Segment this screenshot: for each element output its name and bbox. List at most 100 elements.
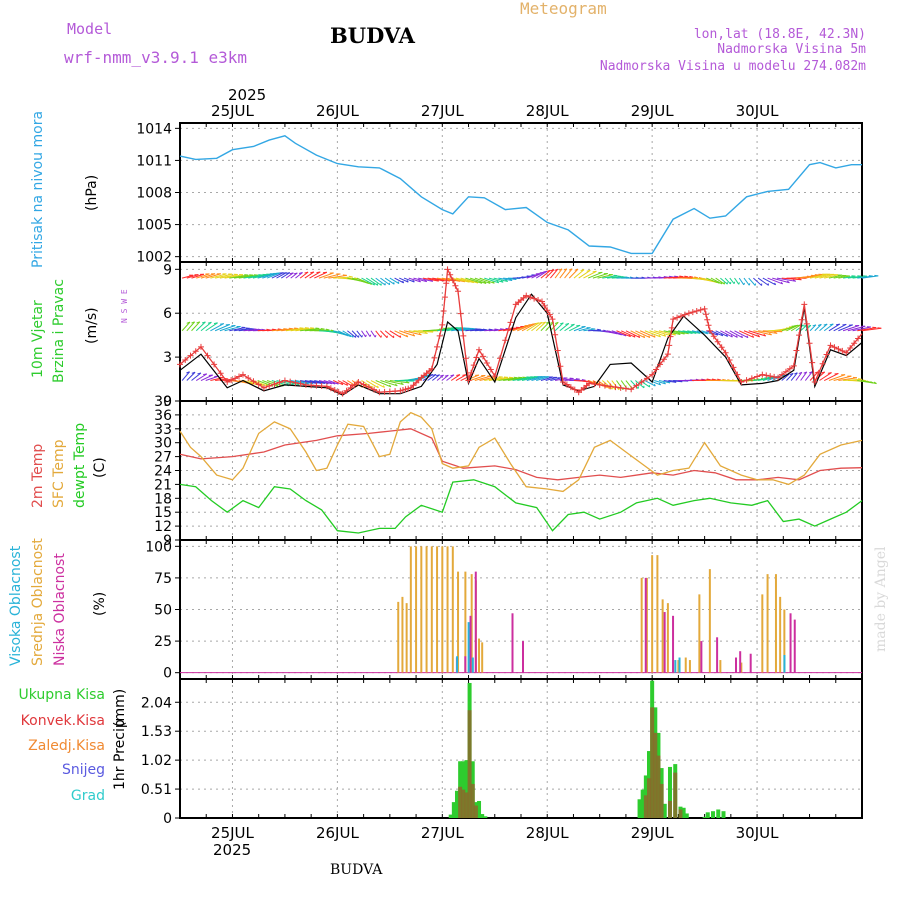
wind-speed-marker bbox=[343, 387, 350, 394]
wind-speed-marker bbox=[449, 277, 456, 284]
wind-arrow bbox=[181, 321, 191, 332]
wind-speed-marker bbox=[819, 360, 826, 367]
wind-arrow bbox=[861, 380, 877, 385]
wind-speed-marker bbox=[360, 381, 367, 388]
wind-arrow bbox=[361, 277, 375, 286]
wind-arrow bbox=[521, 376, 539, 382]
precip-ytick-label: 1.02 bbox=[141, 753, 172, 769]
wind-arrow-head bbox=[658, 382, 662, 386]
wind-arrow bbox=[422, 277, 439, 282]
wind-speed-marker bbox=[236, 373, 243, 380]
cloud-ytick-label: 50 bbox=[154, 603, 172, 619]
wind-arrow bbox=[673, 330, 689, 335]
wind-arrow-head bbox=[286, 272, 290, 274]
precip-conv-bar bbox=[656, 755, 661, 818]
cloud-ytick-label: 75 bbox=[154, 571, 172, 587]
wind-speed-marker bbox=[177, 361, 183, 368]
wind-speed-marker bbox=[452, 282, 459, 289]
cloud-ytick-label: 100 bbox=[145, 539, 172, 555]
wind-arrow bbox=[384, 330, 395, 339]
wind-arrow bbox=[535, 321, 547, 332]
wind-arrow-head bbox=[424, 279, 428, 283]
cloud-mid-ylabel: Srednja Oblacnost bbox=[30, 538, 46, 666]
wind-speed-marker bbox=[276, 379, 283, 386]
date-label-top: 26JUL bbox=[316, 102, 359, 120]
wind-speed-marker bbox=[182, 357, 189, 364]
wind-arrow bbox=[843, 378, 862, 382]
wind-arrow bbox=[295, 327, 315, 332]
wind-speed-marker bbox=[502, 337, 509, 344]
wind-arrows bbox=[181, 268, 882, 391]
precip-ytick-label: 2.04 bbox=[141, 695, 172, 711]
wind-arrow-head bbox=[798, 278, 802, 281]
wind-arrow bbox=[569, 324, 581, 332]
wind-speed-marker bbox=[638, 378, 645, 385]
wind-arrow-head bbox=[725, 334, 729, 337]
wind-arrow bbox=[361, 330, 367, 338]
bottom-date-labels: 25JUL 26JUL 27JUL 28JUL 29JUL 30JUL bbox=[211, 824, 779, 842]
wind-arrow bbox=[644, 330, 661, 338]
precip-total-bar bbox=[681, 807, 686, 818]
pressure-ytick-label: 1005 bbox=[136, 218, 172, 234]
wind-arrow-head bbox=[581, 378, 586, 381]
wind-arrow bbox=[375, 380, 392, 388]
wind-speed-marker bbox=[643, 375, 650, 382]
wind-speed-marker bbox=[217, 370, 224, 377]
wind-speed-marker bbox=[197, 343, 204, 350]
wind-speed-marker bbox=[376, 389, 383, 396]
tsfc-ylabel: SFC Temp bbox=[51, 439, 67, 508]
precip-total-bar bbox=[483, 816, 488, 818]
wind-arrow bbox=[658, 330, 676, 336]
wind-speed-marker bbox=[693, 308, 700, 315]
wind-speed-marker bbox=[266, 383, 273, 390]
wind-arrow bbox=[210, 273, 227, 279]
wind-arrow bbox=[252, 273, 271, 279]
wind-arrow bbox=[602, 275, 618, 279]
wind-arrow bbox=[729, 277, 735, 285]
wind-arrow bbox=[606, 380, 616, 390]
wind-speed-marker bbox=[847, 344, 854, 351]
wind-speed-marker bbox=[771, 373, 778, 380]
wind-arrow bbox=[441, 327, 460, 332]
wind-arrow-head bbox=[482, 328, 487, 331]
wind-arrow-head bbox=[496, 280, 500, 284]
wind-speed-marker bbox=[811, 378, 818, 385]
wind-arrow bbox=[706, 277, 720, 284]
model-name: wrf-nmm_v3.9.1 e3km bbox=[64, 48, 247, 67]
wind-panel: 0 3 6 9 bbox=[163, 261, 882, 410]
wind-speed-marker bbox=[535, 297, 542, 304]
wind-arrow bbox=[488, 277, 504, 283]
wind-arrow-head bbox=[643, 335, 646, 338]
wind-speed-marker bbox=[187, 352, 194, 359]
cloud-ytick-label: 25 bbox=[154, 634, 172, 650]
wind-speed-marker bbox=[786, 365, 793, 372]
wind-arrow bbox=[630, 380, 639, 389]
wind-speed-marker bbox=[440, 308, 447, 315]
wind-speed-marker bbox=[554, 347, 561, 354]
wind-speed-marker bbox=[851, 340, 858, 347]
footer-station: BUDVA bbox=[330, 862, 383, 878]
precip-conv-bar bbox=[473, 805, 478, 818]
wind-arrow-head bbox=[388, 384, 392, 388]
wind-speed-marker bbox=[468, 369, 475, 376]
wind-arrow bbox=[616, 330, 631, 338]
wind-arrow bbox=[852, 275, 868, 279]
wind-arrow bbox=[385, 380, 404, 385]
wind-arrow-head bbox=[444, 374, 449, 377]
wind-speed-marker bbox=[544, 307, 551, 314]
t2m-line bbox=[179, 428, 863, 481]
wind-speed-marker bbox=[678, 313, 685, 320]
wind-arrow bbox=[554, 268, 563, 279]
precip-total-bar bbox=[451, 802, 456, 818]
temperature-ytick-label: 12 bbox=[154, 519, 172, 535]
wind-arrow bbox=[224, 326, 241, 332]
wind-arrow-head bbox=[803, 371, 807, 374]
wind-speed-marker bbox=[507, 319, 514, 326]
wind-arrow bbox=[800, 324, 808, 332]
wind-arrow bbox=[800, 371, 808, 381]
wind-arrow bbox=[337, 380, 348, 386]
wind-arrow bbox=[484, 277, 499, 284]
wind-arrow bbox=[857, 275, 873, 279]
wind-arrow bbox=[262, 272, 278, 279]
wind-arrow-head bbox=[219, 323, 224, 325]
